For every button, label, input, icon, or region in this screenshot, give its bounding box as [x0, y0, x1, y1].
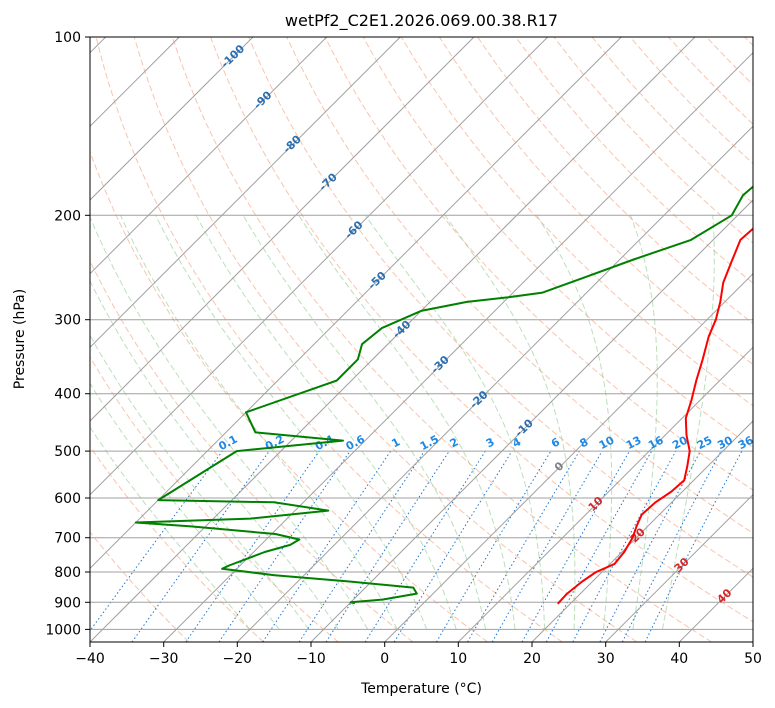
mixing-ratio-line: [644, 450, 743, 642]
dry-adiabat: [438, 37, 753, 366]
y-axis-title: Pressure (hPa): [12, 289, 28, 389]
moist-adiabat: [630, 215, 658, 630]
mixing-ratio-line: [298, 450, 425, 642]
mixing-ratio-label: 10: [597, 433, 617, 452]
x-tick-label: 20: [523, 651, 541, 667]
mixing-ratio-label: 30: [715, 433, 735, 452]
isotherm-line: [605, 493, 753, 642]
y-tick-label: 900: [54, 595, 81, 611]
isotherm-line: [90, 37, 401, 349]
isotherm-line: [236, 125, 753, 642]
dewpoint-line: [134, 185, 753, 605]
moist-adiabat: [364, 215, 546, 630]
moist-adiabat: [90, 426, 251, 630]
x-tick-label: −10: [296, 651, 326, 667]
mixing-ratio-label: 36: [736, 433, 756, 452]
dry-adiabat: [210, 37, 753, 623]
x-tick-label: −20: [223, 651, 253, 667]
x-axis: −40 −30 −20 −10 0 10 20 30 40 50: [75, 642, 762, 667]
x-tick-label: −40: [75, 651, 105, 667]
isotherm-line: [457, 346, 753, 642]
dry-adiabat: [515, 37, 753, 284]
mixing-ratio-line: [262, 450, 392, 642]
mixing-ratio-label: 16: [646, 433, 666, 452]
y-tick-label: 400: [54, 387, 81, 403]
temperature-line: [556, 227, 753, 605]
isotherm-line: [90, 37, 549, 496]
moist-adiabat: [90, 334, 310, 630]
y-axis: 100 200 300 400 500 600 700 800 900 1000: [45, 30, 90, 638]
x-axis-title: Temperature (°C): [360, 681, 482, 697]
x-tick-label: 0: [380, 651, 389, 667]
mixing-ratio-line: [131, 450, 270, 642]
mixing-ratio-line: [393, 450, 513, 642]
isotherm-line: [163, 51, 753, 642]
dry-adiabat: [90, 445, 264, 642]
y-tick-label: 100: [54, 30, 81, 46]
isotherm-line: [90, 37, 254, 201]
mixing-ratio-line: [185, 450, 320, 642]
y-tick-label: 300: [54, 313, 81, 329]
x-tick-label: 50: [744, 651, 762, 667]
mixing-ratio-line: [545, 450, 653, 642]
dry-adiabat: [248, 37, 753, 578]
dry-adiabat: [95, 37, 563, 642]
mixing-ratio-label: 20: [670, 433, 690, 452]
y-tick-label: 600: [54, 491, 81, 507]
moist-adiabat: [155, 215, 428, 630]
isotherm-line: [90, 37, 475, 422]
dry-adiabat: [171, 37, 712, 642]
dry-adiabat: [90, 531, 190, 642]
x-tick-label: 30: [597, 651, 615, 667]
x-tick-label: 40: [670, 651, 688, 667]
y-tick-label: 700: [54, 531, 81, 547]
y-tick-label: 800: [54, 565, 81, 581]
isotherm-line: [90, 37, 622, 570]
y-tick-label: 500: [54, 444, 81, 460]
x-tick-label: −30: [149, 651, 179, 667]
dry-adiabat: [90, 356, 339, 642]
isotherm-line: [384, 272, 753, 642]
plot-frame: [89, 36, 754, 643]
isotherm-line: [90, 37, 328, 275]
dry-adiabat: [133, 37, 638, 642]
dry-adiabat: [90, 150, 488, 642]
chart-title: wetPf2_C2E1.2026.069.00.38.R17: [285, 11, 558, 31]
mixing-ratio-label: 25: [695, 434, 715, 453]
moist-adiabat: [90, 382, 280, 630]
mixing-ratio-line: [325, 450, 450, 642]
x-tick-label: 10: [449, 651, 467, 667]
y-tick-label: 1000: [45, 622, 81, 638]
y-tick-label: 200: [54, 208, 81, 224]
mixing-ratio-line: [90, 450, 223, 632]
isotherm-line: [531, 420, 753, 642]
sounding-lines: [134, 185, 753, 605]
moist-adiabat: [661, 215, 715, 630]
mixing-ratio-line: [521, 450, 630, 642]
isotherm-line: [310, 199, 753, 642]
dry-adiabat: [400, 37, 753, 407]
isotherm-line: [90, 37, 696, 642]
pressure-gridlines: [90, 37, 753, 630]
mixing-ratio-line: [218, 450, 351, 642]
mixing-ratio-label: 13: [624, 434, 644, 453]
